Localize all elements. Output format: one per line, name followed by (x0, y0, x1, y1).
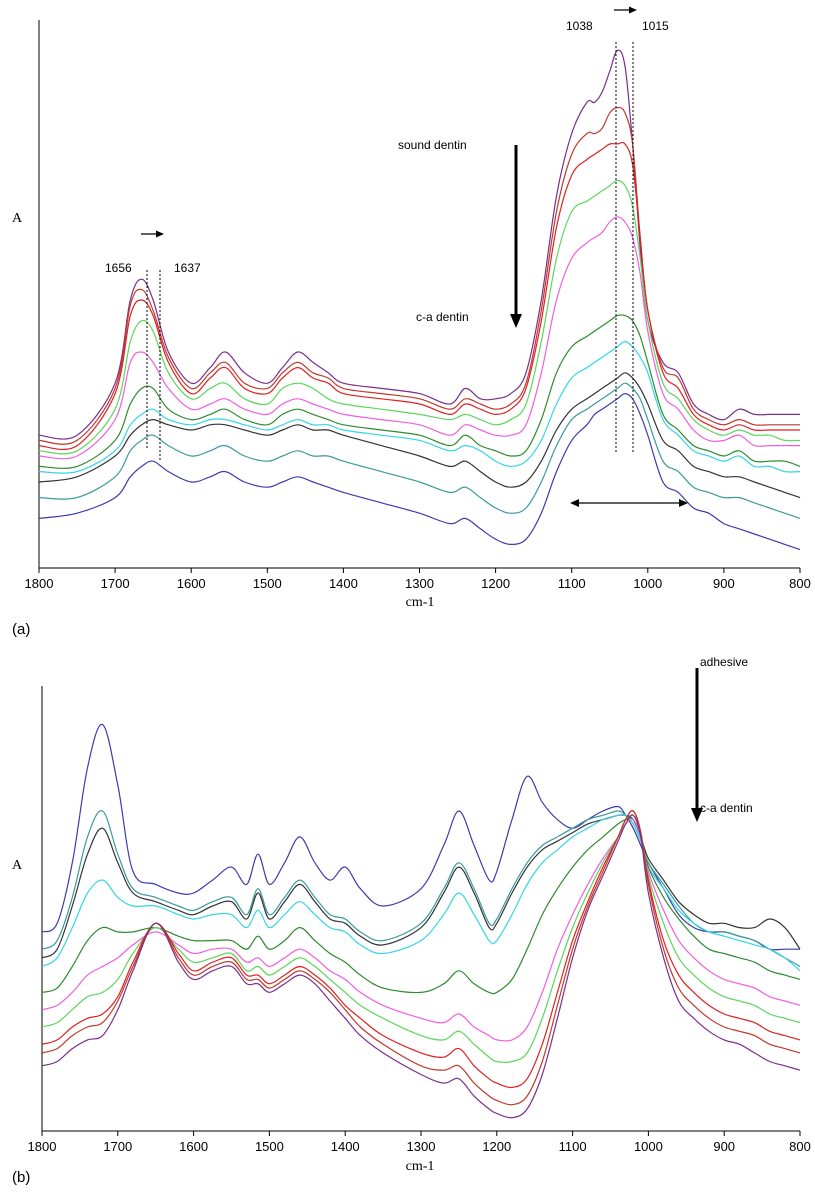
x-tick-label-b-1000: 1000 (634, 1139, 663, 1154)
x-axis-title-b: cm-1 (406, 1159, 435, 1174)
annotation-sound-dentin: sound dentin (398, 138, 467, 152)
x-tick-label-a-1100: 1100 (558, 576, 586, 591)
trend-arrow-b (691, 668, 703, 822)
x-tick-label-b-1100: 1100 (559, 1139, 587, 1154)
panel-a: A cm-1 (a) 1800 1700 1600 1500 1400 1300 1200 1… (12, 6, 811, 638)
x-ticks-a: 1800 1700 1600 1500 1400 1300 1200 1100 1000 900 8… (25, 568, 811, 591)
series-line-a-7 (38, 340, 801, 474)
panel-label-b: (b) (12, 1169, 30, 1186)
x-tick-label-a-1800: 1800 (25, 576, 54, 591)
x-tick-label-a-1300: 1300 (405, 576, 434, 591)
series-line-b-6 (41, 818, 801, 1042)
annotation-1637: 1637 (174, 261, 201, 275)
x-axis-title-a: cm-1 (406, 595, 435, 610)
series-line-b-4 (41, 813, 801, 972)
series-line-a-2 (38, 106, 800, 445)
y-axis-title-b: A (12, 858, 23, 873)
series-line-b-2 (41, 810, 801, 968)
series-line-b-1 (41, 723, 800, 951)
series-line-a-6 (38, 314, 801, 469)
shift-arrow-phosphate (614, 6, 637, 14)
x-tick-label-b-900: 900 (713, 1139, 735, 1154)
x-tick-label-a-1600: 1600 (177, 576, 206, 591)
x-tick-label-b-1600: 1600 (179, 1139, 208, 1154)
series-group-b (41, 723, 801, 1119)
x-tick-label-a-1000: 1000 (633, 576, 662, 591)
series-line-a-5 (38, 216, 800, 460)
x-tick-label-a-1400: 1400 (329, 576, 358, 591)
x-tick-label-a-1200: 1200 (481, 576, 510, 591)
annotation-c-a-dentin-b: c-a dentin (700, 801, 753, 815)
x-tick-label-b-800: 800 (789, 1139, 811, 1154)
trend-arrow-a (510, 145, 522, 328)
x-tick-label-b-1400: 1400 (331, 1139, 360, 1154)
x-tick-label-b-1300: 1300 (407, 1139, 436, 1154)
series-line-b-8 (41, 809, 801, 1089)
series-line-b-5 (41, 817, 801, 995)
series-line-a-8 (38, 372, 801, 499)
series-line-b-9 (41, 809, 801, 1106)
x-tick-label-b-1700: 1700 (103, 1139, 132, 1154)
annotation-adhesive: adhesive (700, 655, 748, 669)
x-tick-label-b-1200: 1200 (482, 1139, 511, 1154)
annotation-c-a-dentin-a: c-a dentin (416, 310, 469, 324)
panel-b: A cm-1 (b) 1800 1700 1600 1500 1400 1300 1200 1… (12, 655, 811, 1186)
series-line-b-7 (41, 814, 801, 1063)
x-ticks-b: 1800 1700 1600 1500 1400 1300 1200 1100 1000 900 8… (28, 1131, 811, 1154)
panel-label-a: (a) (12, 621, 30, 638)
series-line-a-1 (38, 49, 800, 440)
series-line-a-4 (38, 179, 801, 455)
annotation-1656: 1656 (105, 261, 132, 275)
x-tick-label-a-1500: 1500 (253, 576, 282, 591)
annotation-1015: 1015 (642, 19, 669, 33)
series-line-a-10 (38, 392, 801, 551)
y-axis-title-a: A (12, 211, 23, 226)
x-tick-label-b-1500: 1500 (255, 1139, 284, 1154)
band-width-arrow (570, 499, 688, 507)
x-tick-label-a-1700: 1700 (101, 576, 130, 591)
series-line-b-3 (41, 814, 801, 959)
series-line-b-10 (41, 814, 801, 1119)
series-line-a-9 (38, 382, 801, 519)
series-line-a-3 (38, 141, 800, 451)
x-tick-label-a-800: 800 (789, 576, 811, 591)
series-group-a (38, 49, 801, 551)
x-tick-label-b-1800: 1800 (28, 1139, 57, 1154)
x-tick-label-a-900: 900 (713, 576, 735, 591)
annotation-1038: 1038 (566, 19, 593, 33)
shift-arrow-amide (141, 230, 164, 238)
